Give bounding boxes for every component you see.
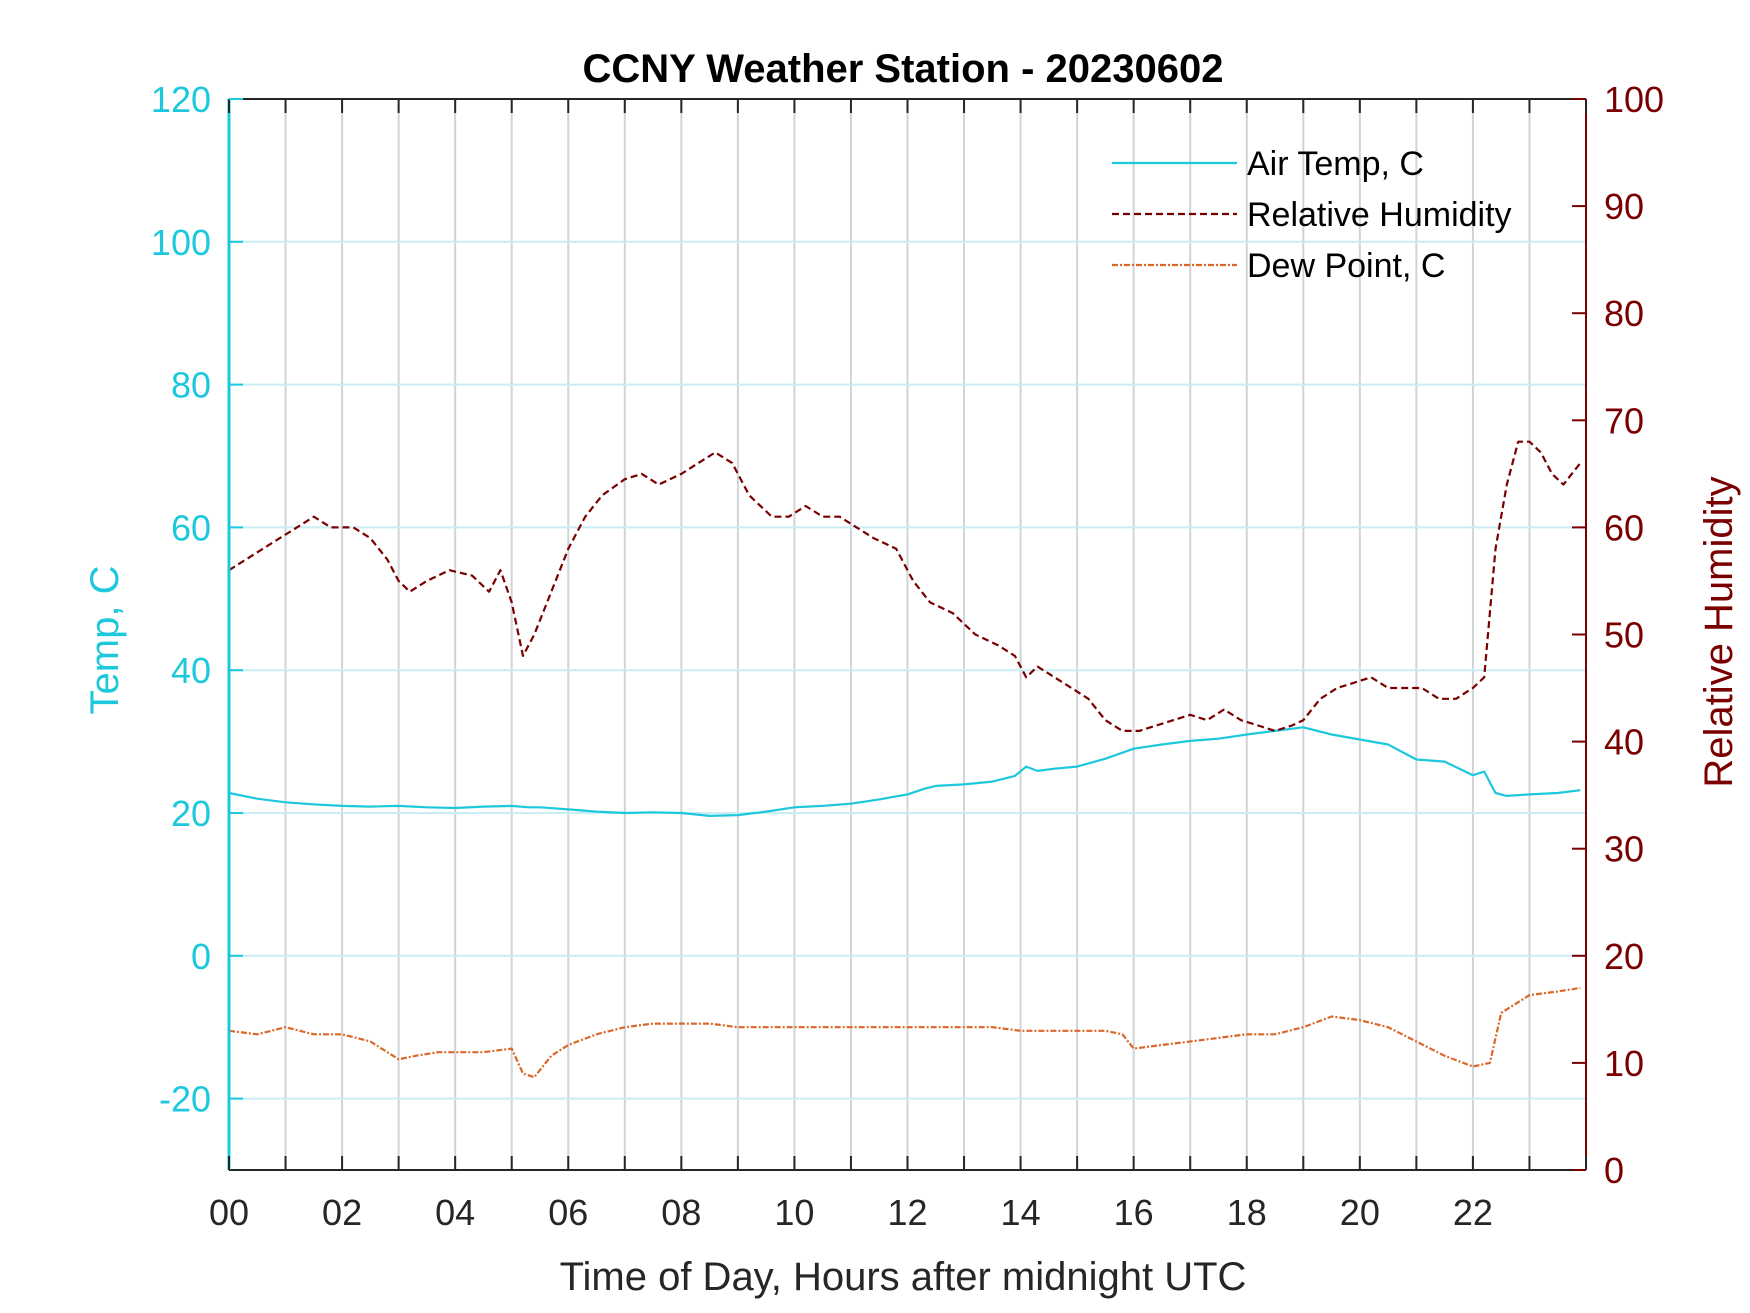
series-layer (228, 440, 1582, 1079)
y-left-tick-label: 120 (151, 79, 211, 120)
y-left-tick-label: 40 (171, 650, 211, 691)
y-right-tick-label: 10 (1604, 1043, 1644, 1084)
y-axis-right-label: Relative Humidity (1697, 476, 1741, 787)
y-left-tick-label: 0 (191, 936, 211, 977)
y-right-tick-label: 100 (1604, 79, 1664, 120)
axes: 00 02 04 06 08 10 12 14 16 18 20 22-200204060801001… (151, 79, 1664, 1233)
legend: Air Temp, C Relative Humidity Dew Point, C (1112, 145, 1512, 285)
y-right-tick-label: 40 (1604, 722, 1644, 763)
series-line-0 (228, 726, 1581, 818)
y-right-tick-label: 60 (1604, 507, 1644, 548)
y-left-tick-label: 100 (151, 222, 211, 263)
y-right-tick-label: 0 (1604, 1150, 1624, 1191)
y-right-tick-label: 90 (1604, 186, 1644, 227)
x-tick-label: 04 (435, 1192, 475, 1233)
x-axis-label: Time of Day, Hours after midnight UTC (560, 1255, 1247, 1299)
x-tick-label: 02 (322, 1192, 362, 1233)
y-right-tick-label: 20 (1604, 936, 1644, 977)
x-tick-label: 06 (548, 1192, 588, 1233)
x-tick-label: 16 (1114, 1192, 1154, 1233)
grid (229, 99, 1586, 1170)
x-tick-label: 14 (1001, 1192, 1041, 1233)
x-tick-label: 22 (1453, 1192, 1493, 1233)
x-tick-label: 20 (1340, 1192, 1380, 1233)
x-tick-label: 12 (887, 1192, 927, 1233)
series-line-1 (228, 440, 1582, 733)
legend-label-1: Relative Humidity (1247, 196, 1512, 234)
series-line-2 (228, 986, 1581, 1079)
x-tick-label: 10 (774, 1192, 814, 1233)
y-right-tick-label: 50 (1604, 615, 1644, 656)
chart-title: CCNY Weather Station - 20230602 (583, 47, 1224, 91)
y-right-tick-label: 70 (1604, 400, 1644, 441)
y-right-tick-label: 80 (1604, 293, 1644, 334)
x-tick-label: 00 (209, 1192, 249, 1233)
x-tick-label: 18 (1227, 1192, 1267, 1233)
legend-label-0: Air Temp, C (1247, 145, 1424, 183)
y-left-tick-label: -20 (159, 1079, 211, 1120)
y-right-tick-label: 30 (1604, 829, 1644, 870)
y-left-tick-label: 80 (171, 365, 211, 406)
x-tick-label: 08 (661, 1192, 701, 1233)
y-left-tick-label: 20 (171, 793, 211, 834)
y-axis-left-label: Temp, C (83, 566, 127, 715)
y-left-tick-label: 60 (171, 507, 211, 548)
legend-label-2: Dew Point, C (1247, 247, 1445, 285)
